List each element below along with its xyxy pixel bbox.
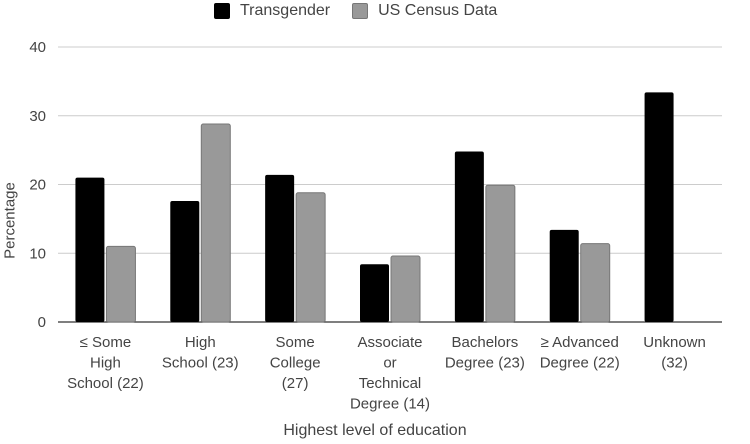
y-tick-label: 30 — [29, 108, 46, 125]
bar-transgender — [75, 177, 105, 322]
y-tick-label: 10 — [29, 245, 46, 262]
bar-transgender — [170, 201, 200, 322]
legend-label-us-census: US Census Data — [378, 2, 498, 19]
bar-transgender — [360, 264, 389, 322]
x-tick-label: Unknown (32) — [643, 334, 706, 372]
bar-us-census — [580, 243, 611, 323]
bar-transgender — [454, 151, 484, 322]
legend-label-transgender: Transgender — [240, 2, 331, 19]
legend-item-us-census: US Census Data — [352, 2, 497, 20]
y-tick-label: 0 — [38, 314, 46, 331]
x-tick-label: Some College (27) — [270, 334, 321, 392]
bar-us-census — [390, 255, 421, 323]
legend-swatch-us-census — [352, 3, 369, 19]
bar-transgender — [549, 229, 579, 322]
bar-transgender — [265, 174, 295, 322]
chart-legend: Transgender US Census Data — [214, 0, 519, 22]
x-axis-label: Highest level of education — [283, 422, 467, 439]
y-tick-label: 20 — [29, 177, 46, 194]
bar-transgender — [644, 92, 674, 322]
x-tick-label: High School (23) — [162, 334, 239, 372]
x-tick-label: Associate or Technical Degree (14) — [350, 334, 430, 413]
bar-us-census — [295, 192, 326, 323]
bar-us-census — [485, 184, 516, 323]
legend-swatch-transgender — [214, 3, 230, 19]
bar-us-census — [200, 123, 231, 323]
x-tick-label: ≥ Advanced Degree (22) — [540, 334, 620, 372]
legend-item-transgender: Transgender — [214, 2, 330, 20]
x-tick-label: Bachelors Degree (23) — [445, 334, 525, 372]
y-tick-label: 40 — [29, 39, 46, 56]
x-tick-label: ≤ Some High School (22) — [67, 334, 144, 392]
y-axis-label: Percentage — [1, 182, 19, 259]
bar-us-census — [105, 245, 136, 323]
